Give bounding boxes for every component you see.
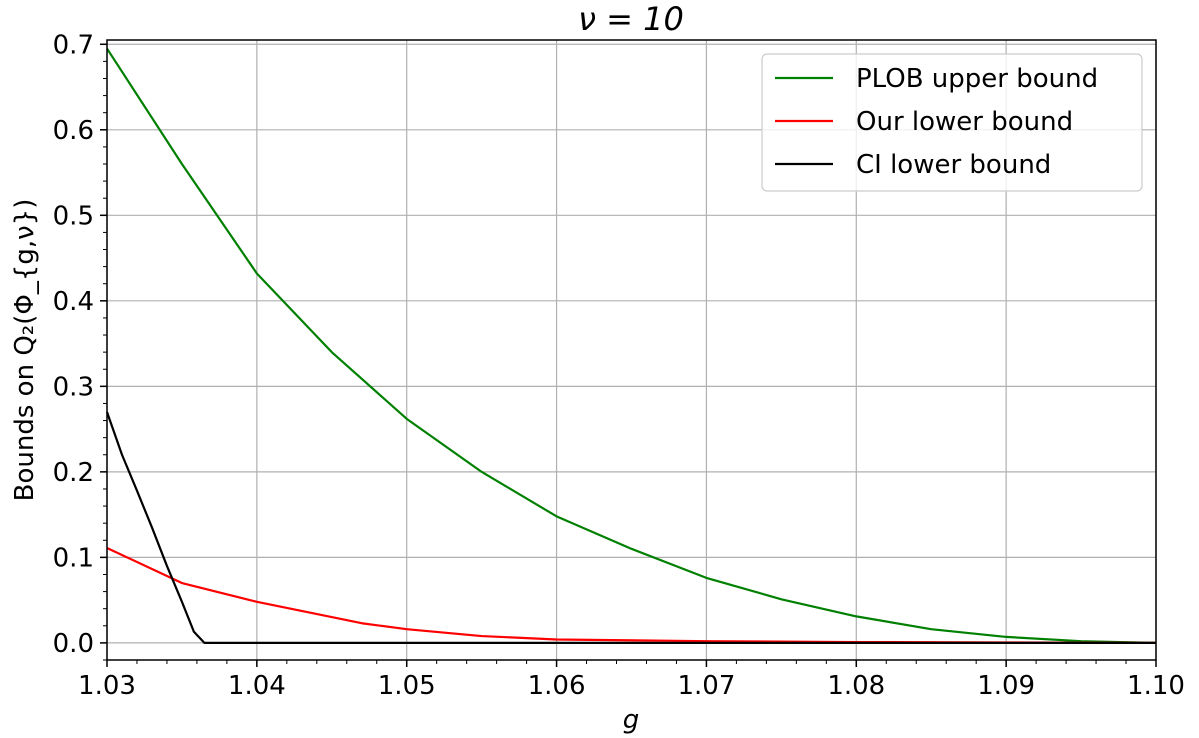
series-line-ci-lower-bound	[105, 411, 1156, 645]
x-tick-label: 1.09	[977, 671, 1035, 701]
legend-label: CI lower bound	[856, 150, 1051, 180]
x-tick-label: 1.04	[228, 671, 286, 701]
y-tick-label: 0.7	[53, 30, 94, 60]
y-tick-label: 0.0	[53, 629, 94, 659]
y-tick-label: 0.4	[53, 287, 94, 317]
y-tick-label: 0.3	[53, 372, 94, 402]
x-tick-label: 1.10	[1127, 671, 1185, 701]
x-tick-label: 1.06	[528, 671, 586, 701]
y-tick-label: 0.5	[53, 201, 94, 231]
y-axis-title: Bounds on Q₂(Φ_{g,ν})	[10, 199, 40, 502]
x-tick-label: 1.08	[827, 671, 885, 701]
y-tick-label: 0.1	[53, 543, 94, 573]
x-tick-label: 1.07	[677, 671, 735, 701]
chart-title: ν = 10	[578, 0, 684, 38]
y-tick-label: 0.6	[53, 116, 94, 146]
series-line-our-lower-bound	[106, 546, 1157, 645]
series-line-plob-upper-bound	[106, 47, 1157, 644]
legend-label: Our lower bound	[856, 107, 1073, 137]
legend-box	[761, 53, 1143, 192]
x-axis-title: g	[623, 705, 640, 735]
series-layer	[105, 47, 1157, 645]
plot-frame	[106, 39, 1157, 661]
x-tick-label: 1.05	[378, 671, 436, 701]
y-tick-label: 0.2	[53, 458, 94, 488]
x-tick-label: 1.03	[78, 671, 136, 701]
legend-label: PLOB upper bound	[856, 64, 1098, 94]
ticks: 1.03 1.04 1.05 1.06 1.07 1.08 1.09 1.10 0.0 0.1 0.…	[53, 30, 1185, 701]
legend-entries: PLOB upper bound Our lower bound CI lower …	[775, 64, 1098, 180]
legend: PLOB upper bound Our lower bound CI lower …	[761, 53, 1143, 192]
